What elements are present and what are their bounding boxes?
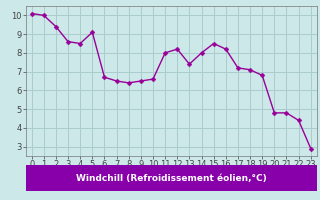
Text: Windchill (Refroidissement éolien,°C): Windchill (Refroidissement éolien,°C) [76, 174, 267, 183]
